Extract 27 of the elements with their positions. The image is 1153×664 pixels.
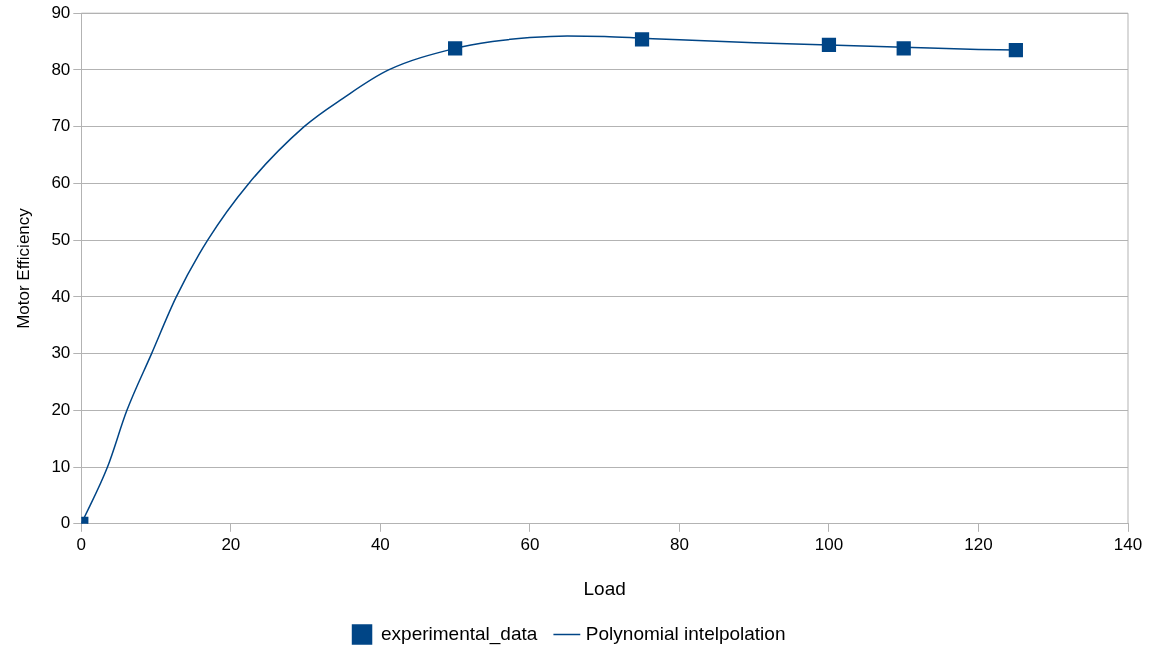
y-axis-title: Motor Efficiency [13,207,33,329]
x-tick-label: 80 [669,534,689,554]
x-tick-label: 140 [1113,534,1143,554]
y-tick-label: 70 [51,116,71,136]
x-tick-label: 100 [814,534,844,554]
y-tick-label: 10 [51,456,71,476]
point [896,41,911,56]
y-tick-label: 60 [51,173,71,193]
point [1008,42,1023,58]
legend-label: Polynomial intelpolation [585,622,786,644]
y-tick-label: 50 [51,229,71,249]
y-tick-label: 40 [51,286,71,306]
x-tick-label: 40 [370,534,390,554]
x-tick-label: 120 [964,534,993,554]
y-tick-label: 30 [51,343,71,363]
x-tick-label: 60 [520,534,540,554]
y-tick-label: 90 [51,2,71,22]
x-tick-label: 0 [76,534,87,554]
x-tick-label: 20 [221,534,241,554]
legend-label: experimental_data [381,622,538,645]
x-axis-title: Load [583,577,626,599]
point [448,41,463,56]
y-tick-label: 20 [51,400,71,420]
y-tick-label: 0 [60,513,71,533]
point [821,37,837,53]
y-tick-label: 80 [51,59,71,79]
point [634,32,650,47]
